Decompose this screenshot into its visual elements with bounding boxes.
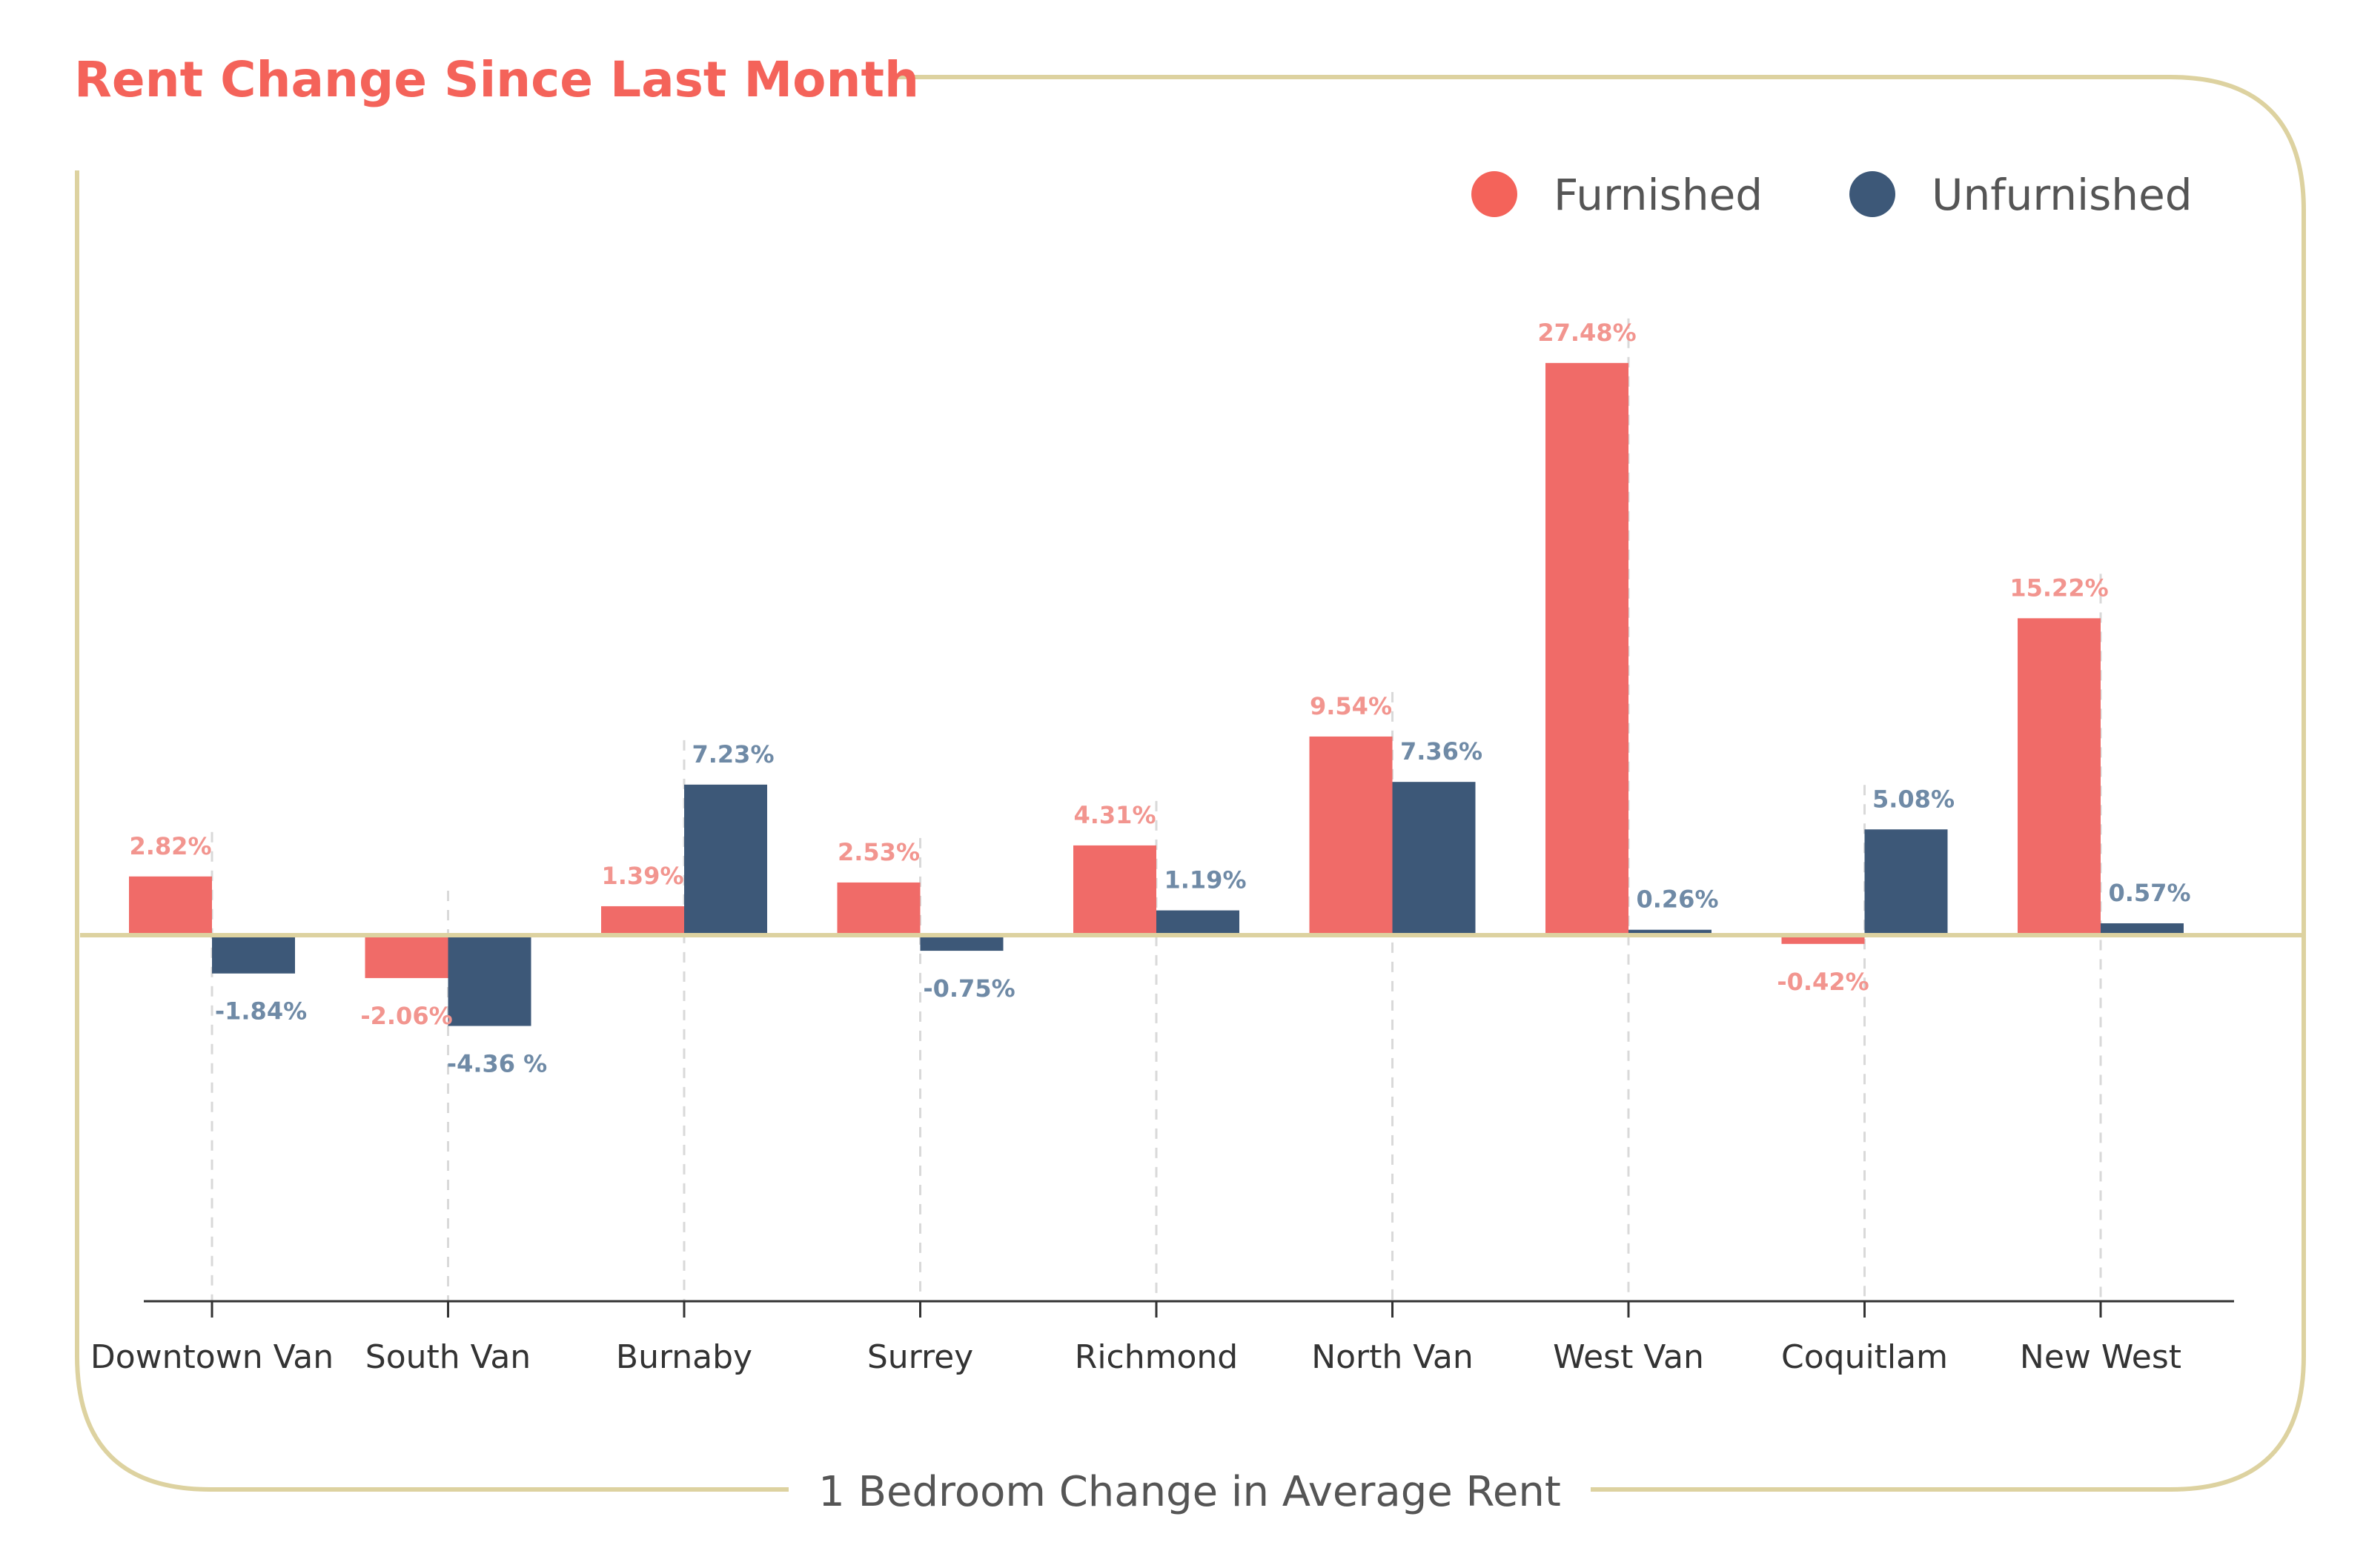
category-label-surrey: Surrey	[867, 1338, 973, 1376]
bar-unfurnished-downtown-van	[212, 935, 295, 974]
value-label-furnished-coquitlam: -0.42%	[1777, 968, 1869, 996]
value-label-furnished-north-van: 9.54%	[1310, 692, 1392, 720]
bar-unfurnished-surrey	[920, 935, 1004, 951]
value-label-furnished-downtown-van: 2.82%	[129, 832, 211, 860]
value-label-unfurnished-downtown-van: -1.84%	[215, 997, 307, 1026]
chart-frame	[75, 75, 2306, 1492]
value-label-furnished-richmond: 4.31%	[1073, 801, 1156, 829]
value-label-unfurnished-west-van: 0.26%	[1636, 886, 1718, 914]
value-labels: 2.82% -1.84% -2.06% -4.36 % 1.39% 7.23% 2.53% -…	[129, 319, 2190, 1078]
category-label-south-van: South Van	[365, 1338, 531, 1376]
legend-marker-unfurnished	[1849, 171, 1895, 217]
bar-unfurnished-coquitlam	[1864, 829, 1948, 935]
category-label-downtown-van: Downtown Van	[90, 1338, 334, 1376]
x-axis-ticks	[211, 1301, 2102, 1318]
bar-unfurnished-burnaby	[684, 784, 767, 935]
category-label-north-van: North Van	[1311, 1338, 1474, 1376]
legend: Furnished Unfurnished	[1471, 170, 2193, 220]
category-label-richmond: Richmond	[1075, 1338, 1238, 1376]
legend-marker-furnished	[1471, 171, 1517, 217]
value-label-unfurnished-coquitlam: 5.08%	[1872, 785, 1955, 813]
bar-furnished-richmond	[1073, 845, 1156, 935]
bar-furnished-downtown-van	[129, 876, 212, 935]
bar-furnished-south-van	[365, 935, 448, 978]
bar-furnished-west-van	[1545, 362, 1628, 935]
category-label-new-west: New West	[2020, 1338, 2181, 1376]
value-label-furnished-surrey: 2.53%	[838, 838, 920, 866]
bar-furnished-burnaby	[601, 906, 684, 935]
category-label-coquitlam: Coquitlam	[1781, 1338, 1948, 1376]
bar-unfurnished-richmond	[1156, 910, 1239, 935]
value-label-unfurnished-burnaby: 7.23%	[692, 740, 774, 768]
bar-unfurnished-west-van	[1628, 929, 1711, 935]
legend-label-furnished: Furnished	[1554, 170, 1763, 220]
footer-label: 1 Bedroom Change in Average Rent	[818, 1468, 1561, 1516]
value-label-unfurnished-south-van: -4.36 %	[447, 1050, 547, 1078]
value-label-unfurnished-surrey: -0.75%	[923, 974, 1015, 1003]
value-label-unfurnished-new-west: 0.57%	[2108, 879, 2190, 907]
bar-furnished-surrey	[837, 882, 921, 935]
value-label-furnished-burnaby: 1.39%	[601, 862, 683, 890]
bar-furnished-coquitlam	[1781, 935, 1865, 944]
guide-lines	[211, 318, 2102, 1301]
value-label-furnished-new-west: 15.22%	[2009, 574, 2108, 602]
bar-furnished-new-west	[2018, 618, 2101, 935]
chart-title: Rent Change Since Last Month	[74, 51, 919, 108]
value-label-furnished-west-van: 27.48%	[1537, 319, 1636, 347]
value-label-unfurnished-richmond: 1.19%	[1164, 866, 1246, 894]
category-label-burnaby: Burnaby	[616, 1338, 752, 1376]
value-label-furnished-south-van: -2.06%	[360, 1002, 452, 1030]
value-label-unfurnished-north-van: 7.36%	[1400, 737, 1482, 765]
bar-furnished-north-van	[1309, 736, 1393, 935]
bar-unfurnished-north-van	[1392, 782, 1476, 935]
category-label-west-van: West Van	[1553, 1338, 1704, 1376]
bar-unfurnished-south-van	[448, 935, 531, 1026]
bars	[129, 362, 2184, 1026]
legend-label-unfurnished: Unfurnished	[1932, 170, 2193, 220]
category-labels: Downtown Van South Van Burnaby Surrey Richmo…	[90, 1338, 2181, 1376]
bar-unfurnished-new-west	[2101, 923, 2184, 935]
